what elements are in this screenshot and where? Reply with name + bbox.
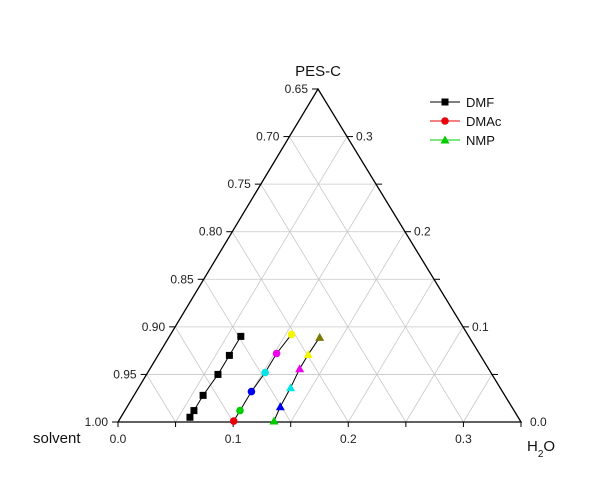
data-point-s2-5 bbox=[315, 332, 325, 341]
tick-label-right: 0.1 bbox=[472, 320, 489, 334]
data-point-s1-4 bbox=[272, 349, 281, 358]
tick-label-right: 0.2 bbox=[414, 225, 431, 239]
grid-line-solvent bbox=[203, 279, 292, 423]
legend-marker-dmf bbox=[441, 98, 449, 106]
grid-line-solvent bbox=[260, 183, 407, 423]
tick-label-right: 0.0 bbox=[530, 415, 547, 429]
grid-line-h2o bbox=[290, 231, 406, 423]
data-point-s1-0 bbox=[229, 417, 238, 425]
tick-label-left: 0.95 bbox=[113, 367, 137, 381]
tick-label-left: 0.90 bbox=[142, 320, 166, 334]
tick-marks bbox=[112, 88, 522, 427]
grid-line-h2o bbox=[232, 183, 377, 423]
data-point-s1-5 bbox=[287, 330, 296, 339]
vertex-label-h2o: H2O bbox=[527, 438, 555, 460]
data-point-s2-1 bbox=[275, 402, 285, 411]
grid-line-solvent bbox=[174, 326, 234, 423]
tick-label-bottom: 0.3 bbox=[455, 432, 472, 446]
data-point-s2-0 bbox=[269, 416, 279, 425]
data-point-s0-0 bbox=[186, 413, 194, 421]
grid-lines bbox=[146, 136, 493, 423]
data-point-s0-3 bbox=[214, 370, 222, 378]
legend-item-dmf: DMF bbox=[430, 95, 494, 110]
legend-item-nmp: NMP bbox=[430, 133, 495, 148]
legend-label-nmp: NMP bbox=[466, 133, 495, 148]
vertex-label-solvent: solvent bbox=[33, 430, 81, 447]
data-point-s2-2 bbox=[286, 383, 296, 392]
data-point-s0-5 bbox=[237, 332, 245, 340]
data-point-s1-3 bbox=[261, 368, 269, 377]
tick-label-bottom: 0.1 bbox=[225, 432, 242, 446]
data-point-s0-4 bbox=[225, 351, 233, 359]
data-point-s0-1 bbox=[190, 407, 198, 415]
tick-label-bottom: 0.0 bbox=[110, 432, 127, 446]
legend-marker-dmac bbox=[441, 117, 449, 125]
legend-label-dmac: DMAc bbox=[466, 114, 502, 129]
tick-label-left: 0.85 bbox=[170, 272, 194, 286]
tick-label-left: 1.00 bbox=[85, 415, 109, 429]
grid-line-solvent bbox=[231, 231, 349, 423]
data-point-s2-4 bbox=[303, 349, 313, 358]
tick-label-left: 0.70 bbox=[256, 130, 280, 144]
tick-label-left: 0.75 bbox=[227, 177, 251, 191]
triangle-frame bbox=[116, 87, 523, 423]
grid-line-h2o bbox=[463, 374, 493, 423]
triangle-outline bbox=[116, 87, 523, 423]
legend: DMF DMAc NMP bbox=[430, 95, 502, 148]
grid-line-h2o bbox=[405, 326, 464, 423]
legend-label-dmf: DMF bbox=[466, 95, 494, 110]
tick-label-left: 0.65 bbox=[285, 82, 309, 96]
tick-label-right: 0.3 bbox=[356, 130, 373, 144]
data-point-s2-3 bbox=[295, 364, 305, 373]
data-point-s0-2 bbox=[199, 391, 207, 399]
legend-item-dmac: DMAc bbox=[430, 114, 502, 129]
grid-line-solvent bbox=[146, 374, 176, 423]
vertex-label-pes-c: PES-C bbox=[295, 63, 341, 80]
legend-marker-nmp bbox=[440, 135, 450, 144]
tick-labels: 0.65 0.70 0.75 0.80 0.85 0.90 0.95 1.00 0.3 0.2 0.… bbox=[85, 82, 547, 446]
data-point-s1-2 bbox=[247, 387, 256, 396]
grid-line-h2o bbox=[347, 279, 435, 423]
tick-label-left: 0.80 bbox=[199, 225, 223, 239]
data-point-s1-1 bbox=[236, 406, 244, 415]
data-series bbox=[186, 330, 325, 425]
tick-label-bottom: 0.2 bbox=[340, 432, 357, 446]
